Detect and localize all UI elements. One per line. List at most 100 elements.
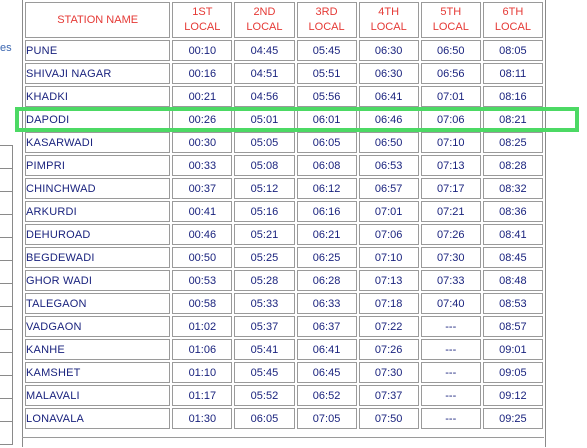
time-cell: 04:51: [234, 63, 295, 84]
time-cell: 06:08: [296, 155, 357, 176]
time-cell: 06:57: [358, 178, 419, 199]
time-cell: 09:12: [482, 385, 543, 406]
time-cell: 00:10: [172, 40, 233, 61]
time-cell: 01:06: [172, 339, 233, 360]
time-cell: 06:56: [420, 63, 481, 84]
table-row: KASARWADI 00:30 05:05 06:05 06:50 07:10 08:25: [25, 132, 543, 153]
time-cell: 05:25: [234, 247, 295, 268]
left-panel-box: [0, 306, 13, 330]
left-panel-box: [0, 237, 13, 261]
time-cell: 08:41: [482, 224, 543, 245]
header-local-4: 4TH LOCAL: [358, 2, 419, 38]
time-cell: 06:50: [420, 40, 481, 61]
table-row: ARKURDI 00:41 05:16 06:16 07:01 07:21 08:36: [25, 201, 543, 222]
table-row: DEHUROAD 00:46 05:21 06:21 07:06 07:26 08:41: [25, 224, 543, 245]
left-panel-box: [0, 398, 13, 422]
header-local-5: 5TH LOCAL: [420, 2, 481, 38]
time-cell: 07:37: [358, 385, 419, 406]
time-cell: 08:53: [482, 293, 543, 314]
time-cell: 00:16: [172, 63, 233, 84]
left-panel-box: [0, 168, 13, 192]
time-cell: 06:01: [296, 109, 357, 130]
time-cell: 05:16: [234, 201, 295, 222]
header-station-name: STATION NAME: [25, 2, 171, 38]
table-row: TALEGAON 00:58 05:33 06:33 07:18 07:40 08:53: [25, 293, 543, 314]
station-name-cell: DEHUROAD: [25, 224, 171, 245]
time-cell: 01:17: [172, 385, 233, 406]
time-cell: 07:40: [420, 293, 481, 314]
time-cell: 07:22: [358, 316, 419, 337]
time-cell: 08:28: [482, 155, 543, 176]
table-row: KHADKI 00:21 04:56 05:56 06:41 07:01 08:16: [25, 86, 543, 107]
time-cell: 07:26: [358, 339, 419, 360]
time-cell: ---: [420, 316, 481, 337]
time-cell: 07:30: [420, 247, 481, 268]
station-name-cell: PUNE: [25, 40, 171, 61]
table-row: CHINCHWAD 00:37 05:12 06:12 06:57 07:17 08:32: [25, 178, 543, 199]
table-row: LONAVALA 01:30 06:05 07:05 07:50 --- 09:25: [25, 408, 543, 429]
time-cell: 06:37: [296, 316, 357, 337]
time-cell: ---: [420, 362, 481, 383]
time-cell: 09:25: [482, 408, 543, 429]
time-cell: 07:13: [358, 270, 419, 291]
time-cell: 07:26: [420, 224, 481, 245]
time-cell: 07:18: [358, 293, 419, 314]
station-name-cell: GHOR WADI: [25, 270, 171, 291]
timetable-body: PUNE 00:10 04:45 05:45 06:30 06:50 08:05 SHIVAJ…: [25, 40, 543, 429]
table-row: KAMSHET 01:10 05:45 06:45 07:30 --- 09:05: [25, 362, 543, 383]
time-cell: 07:17: [420, 178, 481, 199]
time-cell: 05:33: [234, 293, 295, 314]
table-row: PIMPRI 00:33 05:08 06:08 06:53 07:13 08:28: [25, 155, 543, 176]
time-cell: 08:45: [482, 247, 543, 268]
time-cell: 09:05: [482, 362, 543, 383]
time-cell: 07:05: [296, 408, 357, 429]
time-cell: 06:50: [358, 132, 419, 153]
time-cell: 06:45: [296, 362, 357, 383]
time-cell: 05:08: [234, 155, 295, 176]
left-panel-box: [0, 145, 13, 169]
time-cell: 01:02: [172, 316, 233, 337]
station-name-cell: SHIVAJI NAGAR: [25, 63, 171, 84]
time-cell: 00:21: [172, 86, 233, 107]
time-cell: 06:25: [296, 247, 357, 268]
time-cell: 08:57: [482, 316, 543, 337]
time-cell: 05:51: [296, 63, 357, 84]
time-cell: 01:30: [172, 408, 233, 429]
time-cell: 07:30: [358, 362, 419, 383]
left-panel-box: [0, 191, 13, 215]
left-panel-box: [0, 352, 13, 376]
time-cell: 00:33: [172, 155, 233, 176]
time-cell: 06:46: [358, 109, 419, 130]
left-panel-box: [0, 375, 13, 399]
timetable: STATION NAME 1ST LOCAL 2ND LOCAL 3RD LOC…: [23, 0, 545, 431]
time-cell: 05:45: [296, 40, 357, 61]
time-cell: 06:53: [358, 155, 419, 176]
time-cell: 05:12: [234, 178, 295, 199]
station-name-cell: KANHE: [25, 339, 171, 360]
time-cell: 06:12: [296, 178, 357, 199]
header-local-6: 6TH LOCAL: [482, 2, 543, 38]
left-panel-fragment: es: [0, 42, 12, 54]
header-local-3: 3RD LOCAL: [296, 2, 357, 38]
time-cell: 07:21: [420, 201, 481, 222]
time-cell: 08:16: [482, 86, 543, 107]
header-local-1: 1ST LOCAL: [172, 2, 233, 38]
table-row: BEGDEWADI 00:50 05:25 06:25 07:10 07:30 08:45: [25, 247, 543, 268]
time-cell: 04:56: [234, 86, 295, 107]
station-name-cell: PIMPRI: [25, 155, 171, 176]
time-cell: 05:52: [234, 385, 295, 406]
time-cell: 07:06: [420, 109, 481, 130]
time-cell: 06:16: [296, 201, 357, 222]
timetable-header-row: STATION NAME 1ST LOCAL 2ND LOCAL 3RD LOC…: [25, 2, 543, 38]
station-name-cell: LONAVALA: [25, 408, 171, 429]
station-name-cell: BEGDEWADI: [25, 247, 171, 268]
time-cell: 05:01: [234, 109, 295, 130]
station-name-cell: TALEGAON: [25, 293, 171, 314]
time-cell: 06:05: [234, 408, 295, 429]
time-cell: 05:28: [234, 270, 295, 291]
timetable-bottom-edge: [22, 437, 544, 448]
table-row: KANHE 01:06 05:41 06:41 07:26 --- 09:01: [25, 339, 543, 360]
time-cell: 05:56: [296, 86, 357, 107]
time-cell: 08:21: [482, 109, 543, 130]
table-row: DAPODI 00:26 05:01 06:01 06:46 07:06 08:21: [25, 109, 543, 130]
